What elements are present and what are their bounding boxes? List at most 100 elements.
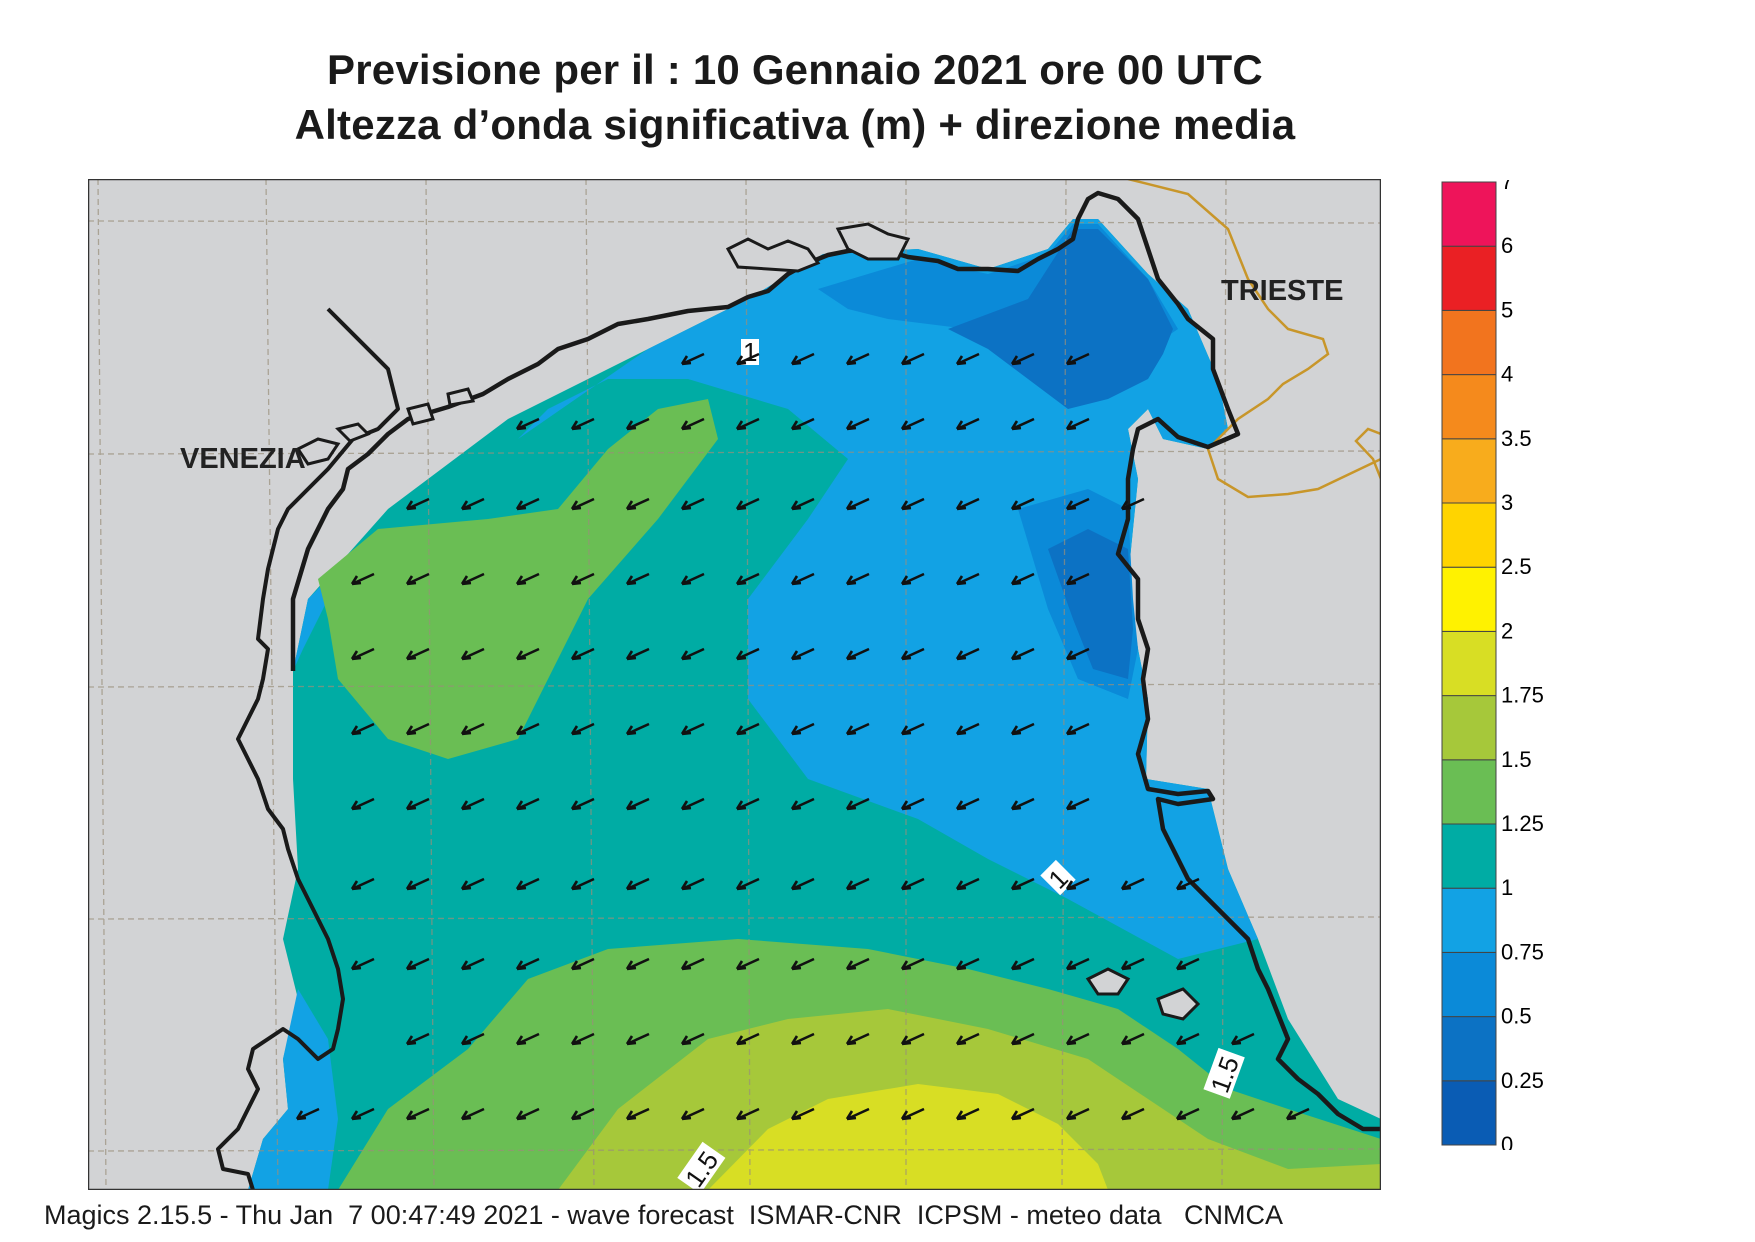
legend-band [1441, 823, 1497, 889]
direction-arrow [570, 497, 595, 511]
direction-arrow [955, 1032, 980, 1046]
direction-arrow [955, 352, 980, 366]
direction-arrow [790, 1032, 815, 1046]
direction-arrow [680, 877, 705, 891]
legend-band [1441, 245, 1497, 311]
direction-arrow [625, 1032, 650, 1046]
direction-arrow [570, 647, 595, 661]
direction-arrow [1065, 797, 1090, 811]
direction-arrow [790, 352, 815, 366]
direction-arrow [1010, 497, 1035, 511]
direction-arrow [350, 877, 375, 891]
direction-arrow [1010, 722, 1035, 736]
direction-arrow [405, 572, 430, 586]
direction-arrow [625, 1107, 650, 1121]
direction-arrow [955, 957, 980, 971]
direction-arrow [680, 797, 705, 811]
legend-tick-label: 3.5 [1501, 426, 1532, 451]
wave-direction-arrows [295, 352, 1310, 1121]
direction-arrow [460, 1032, 485, 1046]
direction-arrow [1010, 1032, 1035, 1046]
direction-arrow [625, 722, 650, 736]
direction-arrow [1120, 1107, 1145, 1121]
direction-arrow [790, 417, 815, 431]
direction-arrow [845, 647, 870, 661]
direction-arrow [735, 1032, 760, 1046]
direction-arrow [1120, 957, 1145, 971]
map-frame [88, 179, 1381, 1190]
direction-arrow [845, 1107, 870, 1121]
direction-arrow [515, 572, 540, 586]
direction-arrow [900, 957, 925, 971]
legend-tick-label: 1.75 [1501, 683, 1544, 708]
national-border [1127, 179, 1381, 499]
contour-label-1-east: 1 [1040, 859, 1076, 896]
direction-arrow [845, 722, 870, 736]
footer-credits: Magics 2.15.5 - Thu Jan 7 00:47:49 2021 … [44, 1200, 1284, 1230]
direction-arrow [460, 497, 485, 511]
legend-tick-label: 0.75 [1501, 939, 1544, 964]
coastline-west [216, 307, 400, 1190]
legend-band [1441, 630, 1497, 697]
direction-arrow [405, 877, 430, 891]
direction-arrow [515, 877, 540, 891]
direction-arrow [900, 722, 925, 736]
direction-arrow [680, 572, 705, 586]
direction-arrow [1065, 1107, 1090, 1121]
direction-arrow [625, 572, 650, 586]
legend-tick-label: 2.5 [1501, 554, 1532, 579]
legend-band [1441, 309, 1497, 376]
direction-arrow [955, 417, 980, 431]
legend-tick-label: 0 [1501, 1132, 1513, 1150]
direction-arrow [405, 722, 430, 736]
direction-arrow [845, 497, 870, 511]
direction-arrow [735, 1107, 760, 1121]
direction-arrow [625, 417, 650, 431]
color-scale-legend: 0 0.25 0.5 0.75 1 1.25 1.5 1.75 2 2.5 3 3.5 4 5 6 7 [1441, 180, 1544, 1150]
direction-arrow [1065, 352, 1090, 366]
direction-arrow [1120, 1032, 1145, 1046]
direction-arrow [1285, 1107, 1310, 1121]
legend-tick-label: 7 [1501, 180, 1513, 194]
legend-tick-label: 0.5 [1501, 1004, 1532, 1029]
direction-arrow [570, 797, 595, 811]
direction-arrow [680, 1032, 705, 1046]
legend-tick-label: 1 [1501, 875, 1513, 900]
direction-arrow [405, 497, 430, 511]
direction-arrow [680, 1107, 705, 1121]
direction-arrow [900, 1032, 925, 1046]
direction-arrow [1175, 877, 1200, 891]
direction-arrow [955, 497, 980, 511]
city-label-venezia: VENEZIA [180, 443, 306, 475]
direction-arrow [350, 572, 375, 586]
direction-arrow [1010, 957, 1035, 971]
legend-tick-label: 5 [1501, 297, 1513, 322]
direction-arrow [515, 497, 540, 511]
direction-arrow [845, 417, 870, 431]
legend-tick-label: 1.5 [1501, 747, 1532, 772]
direction-arrow [1065, 957, 1090, 971]
direction-arrow [460, 797, 485, 811]
direction-arrow [735, 647, 760, 661]
lagoon-islands [295, 222, 911, 466]
legend-band [1441, 438, 1497, 504]
direction-arrow [955, 572, 980, 586]
legend-tick-label: 4 [1501, 362, 1513, 387]
direction-arrow [735, 877, 760, 891]
direction-arrow [735, 417, 760, 431]
direction-arrow [515, 797, 540, 811]
legend-tick-label: 2 [1501, 618, 1513, 643]
direction-arrow [460, 1107, 485, 1121]
legend-band [1441, 887, 1497, 953]
legend-tick-label: 0.25 [1501, 1068, 1544, 1093]
direction-arrow [845, 877, 870, 891]
direction-arrow [350, 722, 375, 736]
direction-arrow [900, 877, 925, 891]
direction-arrow [1065, 647, 1090, 661]
direction-arrow [350, 1107, 375, 1121]
direction-arrow [350, 957, 375, 971]
direction-arrow [405, 647, 430, 661]
wave-zone-125-north [318, 399, 718, 759]
direction-arrow [1065, 497, 1090, 511]
direction-arrow [1010, 797, 1035, 811]
